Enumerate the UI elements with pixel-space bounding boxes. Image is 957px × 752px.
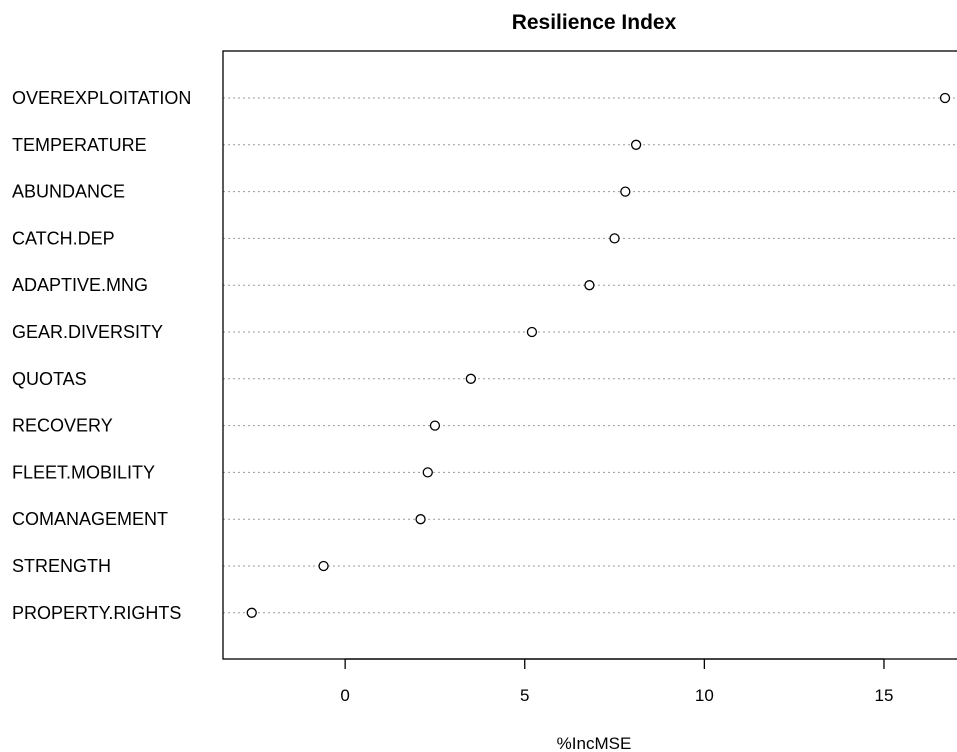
category-label: QUOTAS <box>12 369 87 389</box>
data-point <box>422 467 433 478</box>
category-label: COMANAGEMENT <box>12 509 168 529</box>
category-label: TEMPERATURE <box>12 135 147 155</box>
category-label: RECOVERY <box>12 416 113 436</box>
category-labels: OVEREXPLOITATION TEMPERATURE ABUNDANCE CATC… <box>12 88 191 623</box>
data-point <box>415 514 426 525</box>
data-point <box>246 607 257 618</box>
category-label: STRENGTH <box>12 556 111 576</box>
guide-lines <box>223 97 957 614</box>
category-label: OVEREXPLOITATION <box>12 88 191 108</box>
category-label: ABUNDANCE <box>12 182 125 202</box>
category-label: FLEET.MOBILITY <box>12 462 155 482</box>
x-tick-label: 15 <box>875 686 894 705</box>
x-axis: 0 5 10 15 <box>340 658 894 705</box>
data-point <box>465 373 477 384</box>
x-tick-label: 10 <box>695 686 714 705</box>
data-point <box>584 280 595 291</box>
data-point <box>318 560 329 572</box>
data-point <box>429 420 441 431</box>
data-point <box>630 139 642 150</box>
data-point <box>609 233 620 244</box>
data-points <box>246 92 951 618</box>
category-label: ADAPTIVE.MNG <box>12 275 148 295</box>
category-label: CATCH.DEP <box>12 228 115 248</box>
x-axis-title: %IncMSE <box>557 734 632 752</box>
category-label: GEAR.DIVERSITY <box>12 322 163 342</box>
x-tick-label: 0 <box>340 686 349 705</box>
data-point <box>939 92 951 104</box>
x-tick-label: 5 <box>520 686 529 705</box>
data-point <box>620 186 631 197</box>
chart-title: Resilience Index <box>512 11 677 34</box>
data-point <box>526 326 538 338</box>
category-label: PROPERTY.RIGHTS <box>12 603 181 623</box>
plot-frame <box>222 50 957 660</box>
